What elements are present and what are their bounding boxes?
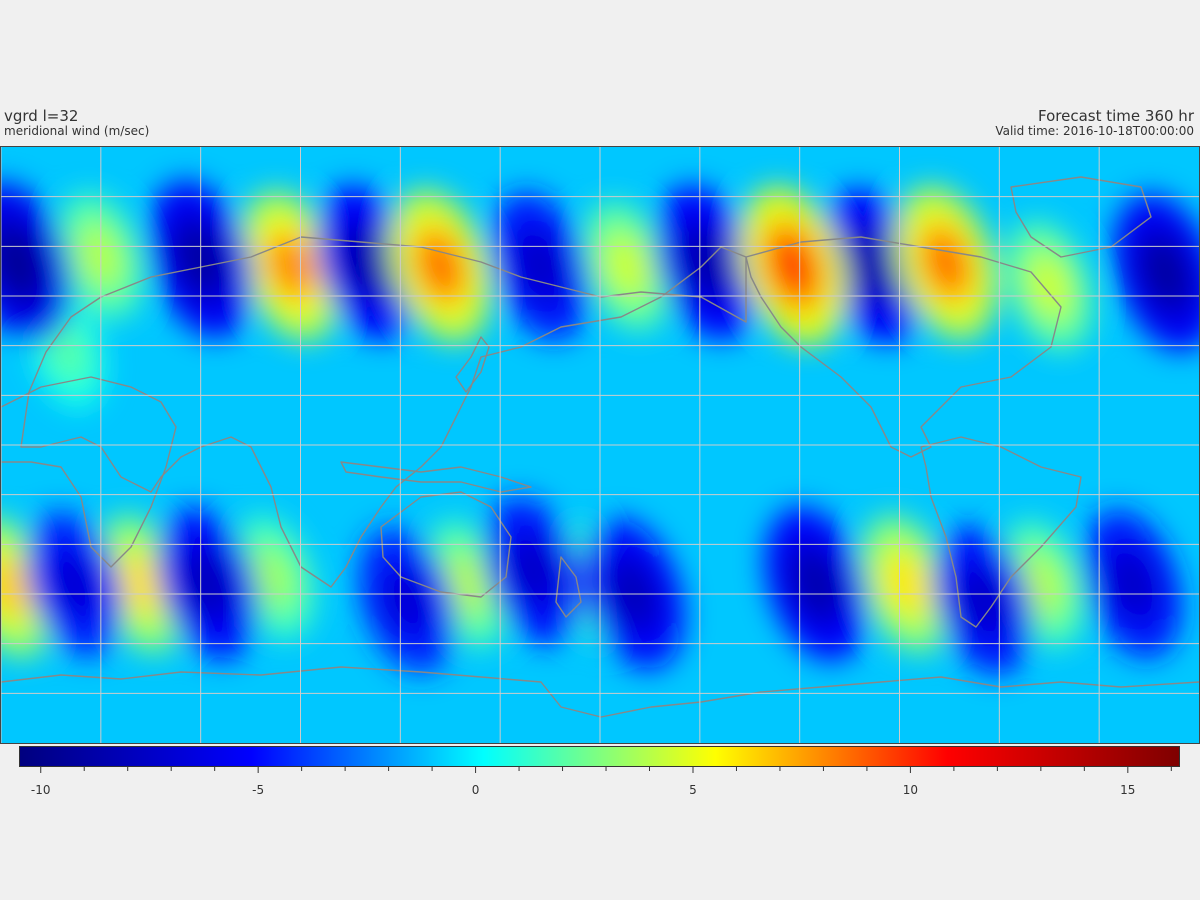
colorbar-tick-label: -5 — [252, 783, 264, 797]
wind-anomaly — [1110, 552, 1155, 616]
africa-coastline — [1, 376, 177, 568]
colorbar-tick-label: 5 — [689, 783, 697, 797]
wind-anomaly — [254, 550, 294, 605]
wind-anomaly — [447, 556, 487, 613]
wind-anomaly — [184, 551, 231, 617]
wind-anomaly — [1022, 556, 1063, 613]
graticule — [1, 147, 1199, 743]
colorbar-axis: -10 -5 0 5 10 15 — [0, 767, 1200, 807]
wind-anomaly — [1142, 239, 1190, 307]
wind-anomaly — [119, 553, 163, 615]
japan-coastline — [455, 336, 490, 393]
colorbar-tick-label: -10 — [31, 783, 51, 797]
wind-anomaly — [511, 538, 556, 603]
colorbar — [19, 746, 1180, 767]
colorbar-tick-label: 15 — [1120, 783, 1135, 797]
indonesia-coastline — [340, 461, 532, 493]
wind-anomaly — [52, 552, 97, 616]
south-america-coastline — [920, 436, 1082, 628]
wind-anomaly — [1029, 257, 1070, 315]
wind-anomaly — [849, 233, 897, 300]
wind-anomaly — [417, 233, 464, 300]
coastlines — [1, 176, 1199, 718]
variable-description: meridional wind (m/sec) — [4, 124, 150, 138]
wind-anomaly — [769, 232, 817, 301]
wind-anomaly — [606, 237, 647, 295]
antarctica-coastline — [1, 666, 1199, 718]
wind-anomaly — [267, 233, 314, 299]
colorbar-tick-label: 10 — [903, 783, 918, 797]
wind-anomaly — [793, 551, 840, 618]
wind-anomaly — [884, 553, 928, 615]
forecast-time: Forecast time 360 hr — [1038, 107, 1194, 125]
australia-coastline — [380, 491, 512, 598]
colorbar-tick-label: 0 — [472, 783, 480, 797]
valid-time: Valid time: 2016-10-18T00:00:00 — [995, 124, 1194, 138]
wind-anomaly — [384, 569, 430, 632]
wind-anomaly — [517, 234, 563, 299]
wind-map[interactable] — [0, 146, 1200, 744]
wind-anomaly — [1, 556, 30, 619]
north-america-coastline — [745, 236, 1062, 458]
wind-anomaly — [49, 326, 86, 379]
plot-title: vgrd l=32 — [4, 107, 79, 125]
wind-anomaly — [960, 568, 1006, 633]
eurasia-coastline — [20, 236, 747, 588]
greenland-coastline — [1010, 176, 1152, 258]
